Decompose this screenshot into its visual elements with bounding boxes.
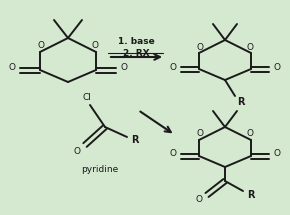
Text: pyridine: pyridine	[81, 164, 119, 174]
Text: O: O	[92, 41, 99, 51]
Text: O: O	[273, 63, 280, 72]
Text: R: R	[237, 97, 245, 107]
Text: O: O	[169, 149, 177, 158]
Text: Cl: Cl	[83, 92, 91, 101]
Text: O: O	[197, 129, 204, 138]
Text: 2. RX: 2. RX	[123, 49, 149, 57]
Text: R: R	[131, 135, 139, 145]
Text: O: O	[73, 146, 81, 155]
Text: 1. base: 1. base	[118, 37, 154, 46]
Text: O: O	[273, 149, 280, 158]
Text: O: O	[246, 129, 253, 138]
Text: O: O	[197, 43, 204, 52]
Text: O: O	[37, 41, 44, 51]
Text: R: R	[247, 190, 255, 200]
Text: O: O	[8, 63, 15, 72]
Text: O: O	[246, 43, 253, 52]
Text: O: O	[195, 195, 202, 204]
Text: O: O	[169, 63, 177, 72]
Text: O: O	[121, 63, 128, 72]
